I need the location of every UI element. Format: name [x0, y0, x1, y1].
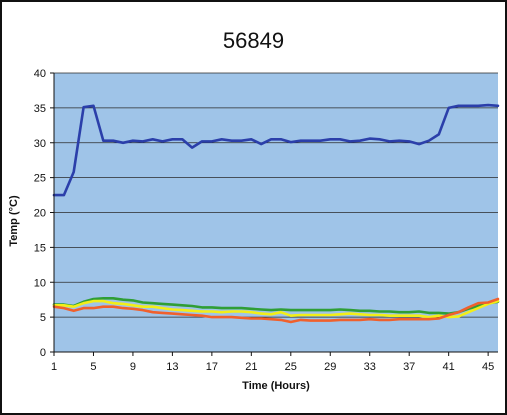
y-tick-label: 5 — [40, 312, 46, 324]
x-tick-label: 5 — [90, 361, 96, 373]
x-tick-label: 45 — [482, 361, 494, 373]
x-tick: 45 — [482, 352, 494, 373]
x-tick: 29 — [324, 352, 336, 373]
x-tick-label: 37 — [403, 361, 415, 373]
x-tick: 33 — [364, 352, 376, 373]
x-tick-label: 1 — [51, 361, 57, 373]
x-tick-label: 21 — [245, 361, 257, 373]
series-line-2 — [52, 296, 500, 315]
y-tick: 15 — [34, 242, 54, 254]
y-tick: 10 — [34, 277, 54, 289]
series-line-4 — [52, 297, 500, 324]
y-tick: 0 — [40, 347, 54, 359]
y-tick-label: 35 — [34, 103, 46, 115]
x-tick-labels: 1 5 9 13 17 21 25 29 33 37 41 45 — [51, 352, 494, 373]
y-tick: 30 — [34, 138, 54, 150]
x-tick: 17 — [206, 352, 218, 373]
series-line-3 — [52, 299, 500, 319]
y-tick-label: 25 — [34, 173, 46, 185]
x-tick: 41 — [443, 352, 455, 373]
y-tick-label: 30 — [34, 138, 46, 150]
series-line-1 — [52, 103, 500, 197]
y-tick: 40 — [34, 68, 54, 80]
x-tick: 25 — [285, 352, 297, 373]
x-tick: 37 — [403, 352, 415, 373]
x-tick: 9 — [130, 352, 136, 373]
x-axis-label: Time (Hours) — [242, 380, 310, 392]
y-tick-label: 15 — [34, 242, 46, 254]
x-tick-label: 41 — [443, 361, 455, 373]
chart-title: 56849 — [222, 28, 285, 53]
x-tick-label: 17 — [206, 361, 218, 373]
x-tick-label: 25 — [285, 361, 297, 373]
x-tick: 21 — [245, 352, 257, 373]
x-tick: 13 — [166, 352, 179, 373]
y-tick: 20 — [34, 208, 54, 220]
series-lines — [52, 103, 500, 324]
y-tick: 35 — [34, 103, 54, 115]
x-tick: 5 — [90, 352, 97, 373]
x-tick: 1 — [51, 352, 57, 373]
y-tick: 25 — [34, 173, 54, 185]
y-tick: 5 — [40, 312, 54, 324]
x-tick-label: 29 — [324, 361, 336, 373]
y-tick-label: 40 — [34, 68, 46, 80]
x-tick-label: 9 — [130, 361, 136, 373]
y-tick-labels: 0 5 10 15 20 25 30 35 40 — [34, 68, 54, 359]
y-tick-label: 0 — [40, 347, 46, 359]
y-tick-label: 10 — [34, 277, 46, 289]
x-tick-label: 33 — [364, 361, 376, 373]
y-tick-label: 20 — [34, 208, 46, 220]
x-tick-label: 13 — [166, 361, 178, 373]
